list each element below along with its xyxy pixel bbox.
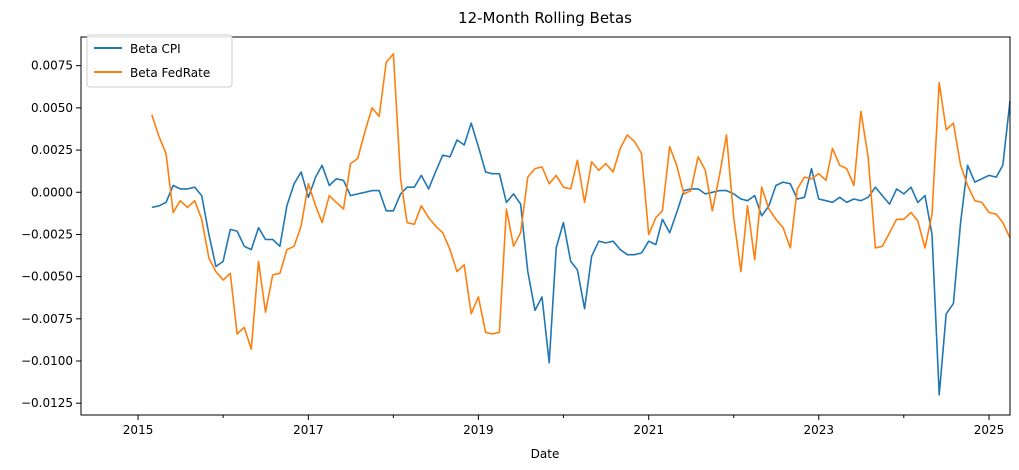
y-tick-label: −0.0075 [21, 312, 73, 326]
y-tick-label: 0.0025 [31, 143, 73, 157]
x-axis: 2015 2017 2019 2021 2023 2025 [123, 415, 1005, 437]
y-tick-label: 0.0050 [31, 101, 73, 115]
x-tick-label: 2015 [123, 423, 154, 437]
series-line-beta-cpi [151, 101, 1011, 396]
series-layer [151, 53, 1011, 396]
y-tick-label: 0.0075 [31, 59, 73, 73]
y-tick-label: 0.0000 [31, 185, 73, 199]
x-tick-label: 2017 [293, 423, 324, 437]
legend-box [86, 34, 233, 88]
x-tick-label: 2021 [633, 423, 664, 437]
x-axis-label: Date [531, 447, 560, 461]
chart-title: 12-Month Rolling Betas [458, 9, 632, 27]
x-tick-label: 2019 [463, 423, 494, 437]
y-axis: 0.0075 0.0050 0.0025 0.0000 −0.0025 −0.0050 −0… [21, 59, 81, 410]
y-tick-label: −0.0125 [21, 396, 73, 410]
plot-frame [80, 36, 1011, 416]
legend-label-beta-fedrate: Beta FedRate [130, 66, 210, 80]
series-line-beta-fedrate [151, 53, 1011, 351]
y-tick-label: −0.0050 [21, 270, 73, 284]
y-tick-label: −0.0025 [21, 227, 73, 241]
y-tick-label: −0.0100 [21, 354, 73, 368]
legend-label-beta-cpi: Beta CPI [130, 42, 181, 56]
legend: Beta CPI Beta FedRate [86, 34, 233, 88]
x-tick-label: 2023 [803, 423, 834, 437]
x-tick-label: 2025 [974, 423, 1005, 437]
